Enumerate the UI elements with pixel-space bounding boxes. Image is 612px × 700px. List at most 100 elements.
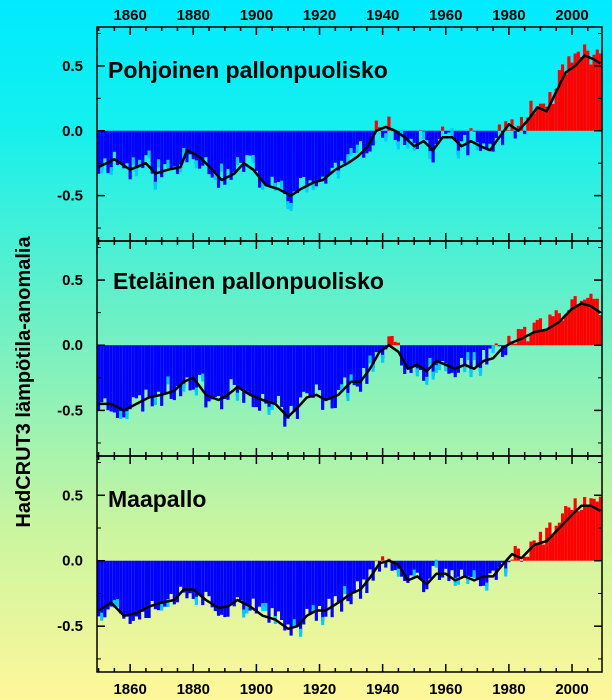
y-tick-label: 0.0: [62, 123, 83, 140]
bar: [447, 345, 451, 374]
bar: [554, 310, 558, 346]
bar-highlight: [472, 570, 476, 579]
bar: [526, 341, 530, 346]
bar-highlight: [311, 605, 315, 614]
bar: [295, 560, 299, 627]
bar: [526, 117, 530, 131]
bar: [103, 560, 107, 618]
bar: [179, 560, 183, 587]
bar: [188, 560, 192, 594]
bar: [185, 560, 189, 599]
bar: [147, 560, 151, 619]
bar: [273, 345, 277, 404]
bar: [141, 130, 145, 169]
bar: [437, 345, 442, 367]
bar: [239, 560, 243, 601]
bar: [336, 130, 341, 175]
bar: [488, 560, 492, 574]
bar-highlight: [453, 577, 457, 586]
bar: [270, 560, 274, 609]
bar: [434, 345, 438, 370]
bar: [381, 130, 385, 138]
bar-highlight: [273, 182, 277, 191]
bar: [264, 130, 268, 185]
bar: [280, 560, 284, 621]
x-tick-label-bottom: 1980: [492, 681, 525, 698]
bar: [478, 560, 483, 587]
bar: [545, 330, 549, 346]
bar: [276, 130, 281, 182]
bar-highlight: [166, 159, 170, 168]
bar-highlight: [153, 396, 157, 405]
bar: [431, 560, 435, 566]
bar: [109, 130, 113, 172]
bar: [403, 560, 407, 581]
bar: [406, 345, 410, 369]
x-tick-label-bottom: 2000: [555, 681, 588, 698]
bar-highlight: [220, 163, 224, 172]
bar: [321, 560, 325, 622]
bar: [327, 130, 331, 176]
bar: [554, 88, 558, 131]
bar: [283, 130, 287, 195]
bar: [327, 560, 331, 599]
bar: [125, 345, 129, 416]
panel-title: Eteläinen pallonpuolisko: [113, 268, 384, 294]
bar-highlight: [450, 128, 454, 137]
bar: [576, 511, 580, 561]
bar: [535, 106, 539, 131]
bar: [497, 560, 501, 568]
bar-highlight: [289, 203, 293, 212]
bar: [538, 531, 543, 561]
bar: [491, 130, 495, 152]
bar-highlight: [280, 180, 284, 189]
bar: [327, 345, 331, 400]
bar: [595, 501, 599, 561]
bar: [229, 345, 233, 380]
bar: [144, 130, 148, 156]
bar: [478, 345, 483, 372]
bar: [362, 345, 366, 369]
bar-highlight: [100, 165, 104, 174]
bar: [564, 314, 568, 346]
bar: [576, 305, 580, 346]
bar: [374, 345, 378, 353]
bar: [188, 130, 192, 155]
bar: [488, 345, 492, 349]
bar: [346, 560, 350, 602]
bar: [100, 345, 104, 403]
bar: [485, 130, 489, 150]
bar: [349, 560, 353, 605]
bar: [213, 130, 217, 177]
bar-highlight: [299, 628, 303, 637]
bar: [554, 525, 558, 561]
bar: [147, 345, 151, 397]
bar: [103, 130, 107, 159]
bar: [131, 130, 135, 162]
bar: [374, 120, 378, 131]
bar: [314, 345, 318, 385]
bar: [280, 130, 284, 185]
bar: [232, 130, 236, 173]
bar: [216, 345, 221, 397]
bar: [570, 62, 574, 131]
bar: [305, 130, 309, 189]
bar: [235, 345, 240, 397]
bar: [257, 345, 262, 411]
bar: [463, 345, 467, 369]
bar: [412, 345, 416, 366]
bar: [441, 560, 445, 578]
bar-highlight: [437, 362, 442, 371]
bar: [185, 345, 189, 378]
bar-highlight: [504, 568, 508, 577]
bar: [185, 130, 189, 163]
bar: [390, 560, 394, 571]
bar-highlight: [469, 369, 473, 378]
bar: [295, 345, 299, 419]
bar: [289, 130, 293, 208]
bar: [330, 345, 334, 409]
bar: [415, 130, 419, 150]
bar-highlight: [311, 181, 315, 190]
bar: [292, 130, 296, 192]
bar: [583, 299, 587, 346]
